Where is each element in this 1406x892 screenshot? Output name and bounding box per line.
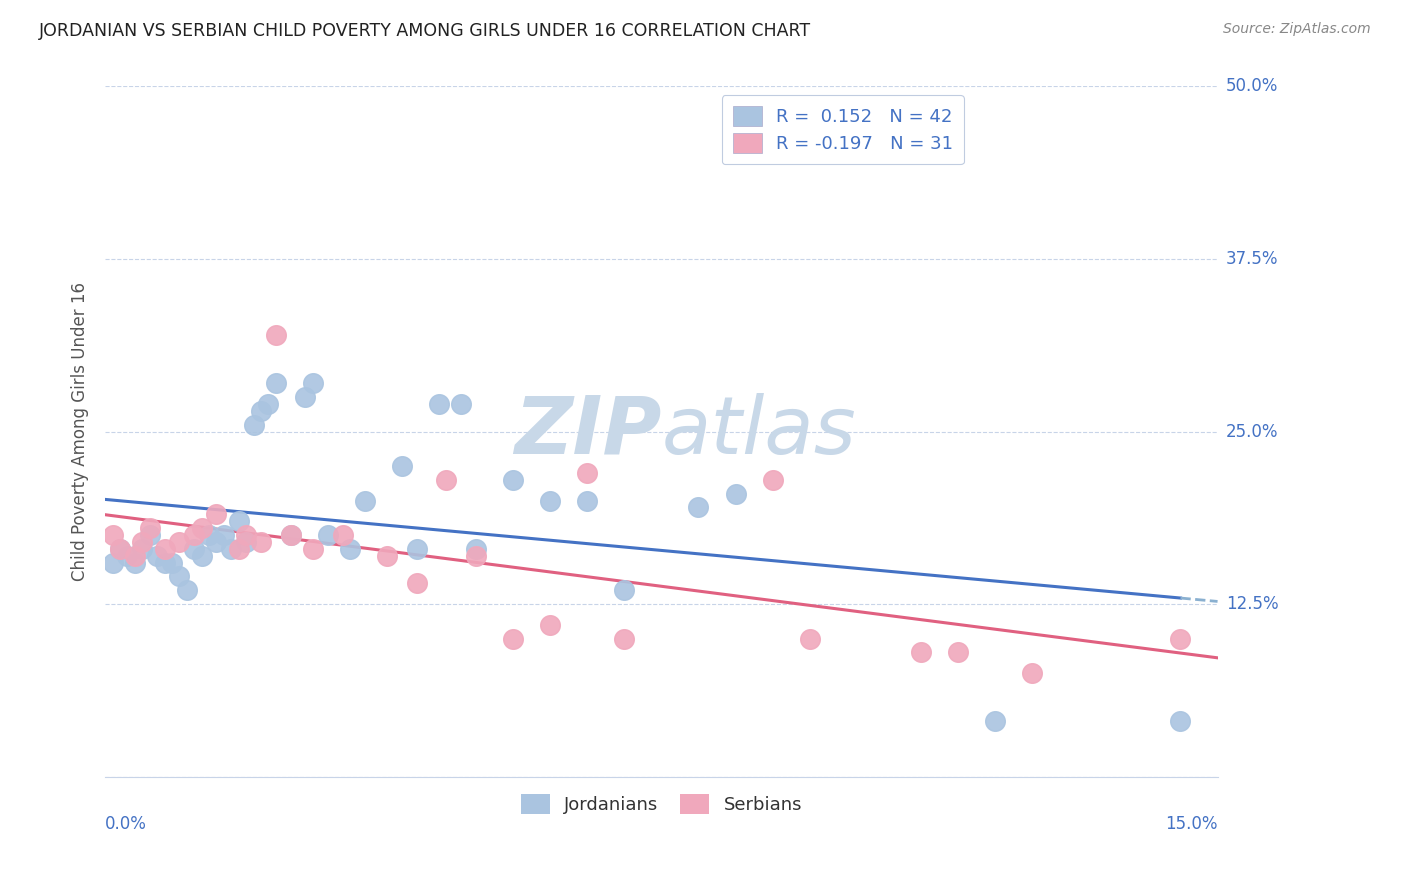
Point bbox=[153, 556, 176, 570]
Point bbox=[984, 714, 1007, 729]
Point bbox=[427, 397, 450, 411]
Point bbox=[946, 645, 969, 659]
Point bbox=[250, 535, 273, 549]
Point bbox=[405, 576, 427, 591]
Point bbox=[724, 486, 747, 500]
Text: 25.0%: 25.0% bbox=[1226, 423, 1278, 441]
Point bbox=[169, 569, 191, 583]
Point bbox=[332, 528, 354, 542]
Point bbox=[228, 541, 250, 556]
Point bbox=[235, 535, 257, 549]
Point bbox=[124, 556, 146, 570]
Point bbox=[205, 535, 228, 549]
Point bbox=[613, 583, 636, 598]
Point bbox=[160, 556, 183, 570]
Point bbox=[228, 514, 250, 528]
Point bbox=[762, 473, 785, 487]
Point bbox=[169, 535, 191, 549]
Point bbox=[302, 376, 325, 391]
Point bbox=[450, 397, 472, 411]
Point bbox=[101, 528, 124, 542]
Point bbox=[146, 549, 169, 563]
Point bbox=[1170, 632, 1192, 646]
Point bbox=[264, 327, 287, 342]
Point bbox=[294, 390, 316, 404]
Point bbox=[502, 473, 524, 487]
Point bbox=[280, 528, 302, 542]
Point bbox=[176, 583, 198, 598]
Point bbox=[183, 528, 205, 542]
Point bbox=[465, 549, 488, 563]
Text: 15.0%: 15.0% bbox=[1166, 814, 1218, 832]
Point bbox=[235, 528, 257, 542]
Point bbox=[198, 528, 221, 542]
Point bbox=[153, 541, 176, 556]
Point bbox=[434, 473, 457, 487]
Point bbox=[576, 493, 599, 508]
Text: Source: ZipAtlas.com: Source: ZipAtlas.com bbox=[1223, 22, 1371, 37]
Point bbox=[391, 458, 413, 473]
Legend: Jordanians, Serbians: Jordanians, Serbians bbox=[512, 785, 811, 822]
Point bbox=[138, 521, 160, 535]
Point bbox=[405, 541, 427, 556]
Point bbox=[353, 493, 375, 508]
Text: JORDANIAN VS SERBIAN CHILD POVERTY AMONG GIRLS UNDER 16 CORRELATION CHART: JORDANIAN VS SERBIAN CHILD POVERTY AMONG… bbox=[39, 22, 811, 40]
Y-axis label: Child Poverty Among Girls Under 16: Child Poverty Among Girls Under 16 bbox=[72, 282, 89, 581]
Point bbox=[302, 541, 325, 556]
Point bbox=[538, 617, 561, 632]
Point bbox=[688, 500, 710, 515]
Point bbox=[190, 549, 212, 563]
Text: 50.0%: 50.0% bbox=[1226, 78, 1278, 95]
Point bbox=[375, 549, 398, 563]
Point bbox=[339, 541, 361, 556]
Point bbox=[1170, 714, 1192, 729]
Point bbox=[108, 541, 131, 556]
Point bbox=[212, 528, 235, 542]
Text: 37.5%: 37.5% bbox=[1226, 250, 1278, 268]
Point bbox=[280, 528, 302, 542]
Point bbox=[576, 466, 599, 480]
Point bbox=[219, 541, 242, 556]
Point bbox=[264, 376, 287, 391]
Point bbox=[190, 521, 212, 535]
Text: ZIP: ZIP bbox=[515, 392, 661, 471]
Point bbox=[799, 632, 821, 646]
Point bbox=[1021, 666, 1043, 681]
Point bbox=[131, 541, 153, 556]
Point bbox=[108, 541, 131, 556]
Point bbox=[910, 645, 932, 659]
Point bbox=[124, 549, 146, 563]
Point bbox=[131, 535, 153, 549]
Point bbox=[183, 541, 205, 556]
Point bbox=[117, 549, 139, 563]
Point bbox=[465, 541, 488, 556]
Point bbox=[613, 632, 636, 646]
Point bbox=[138, 528, 160, 542]
Text: atlas: atlas bbox=[661, 392, 856, 471]
Point bbox=[101, 556, 124, 570]
Point bbox=[316, 528, 339, 542]
Text: 12.5%: 12.5% bbox=[1226, 595, 1278, 613]
Point bbox=[205, 508, 228, 522]
Point bbox=[250, 404, 273, 418]
Point bbox=[538, 493, 561, 508]
Point bbox=[242, 417, 264, 432]
Text: 0.0%: 0.0% bbox=[105, 814, 148, 832]
Point bbox=[257, 397, 280, 411]
Point bbox=[502, 632, 524, 646]
